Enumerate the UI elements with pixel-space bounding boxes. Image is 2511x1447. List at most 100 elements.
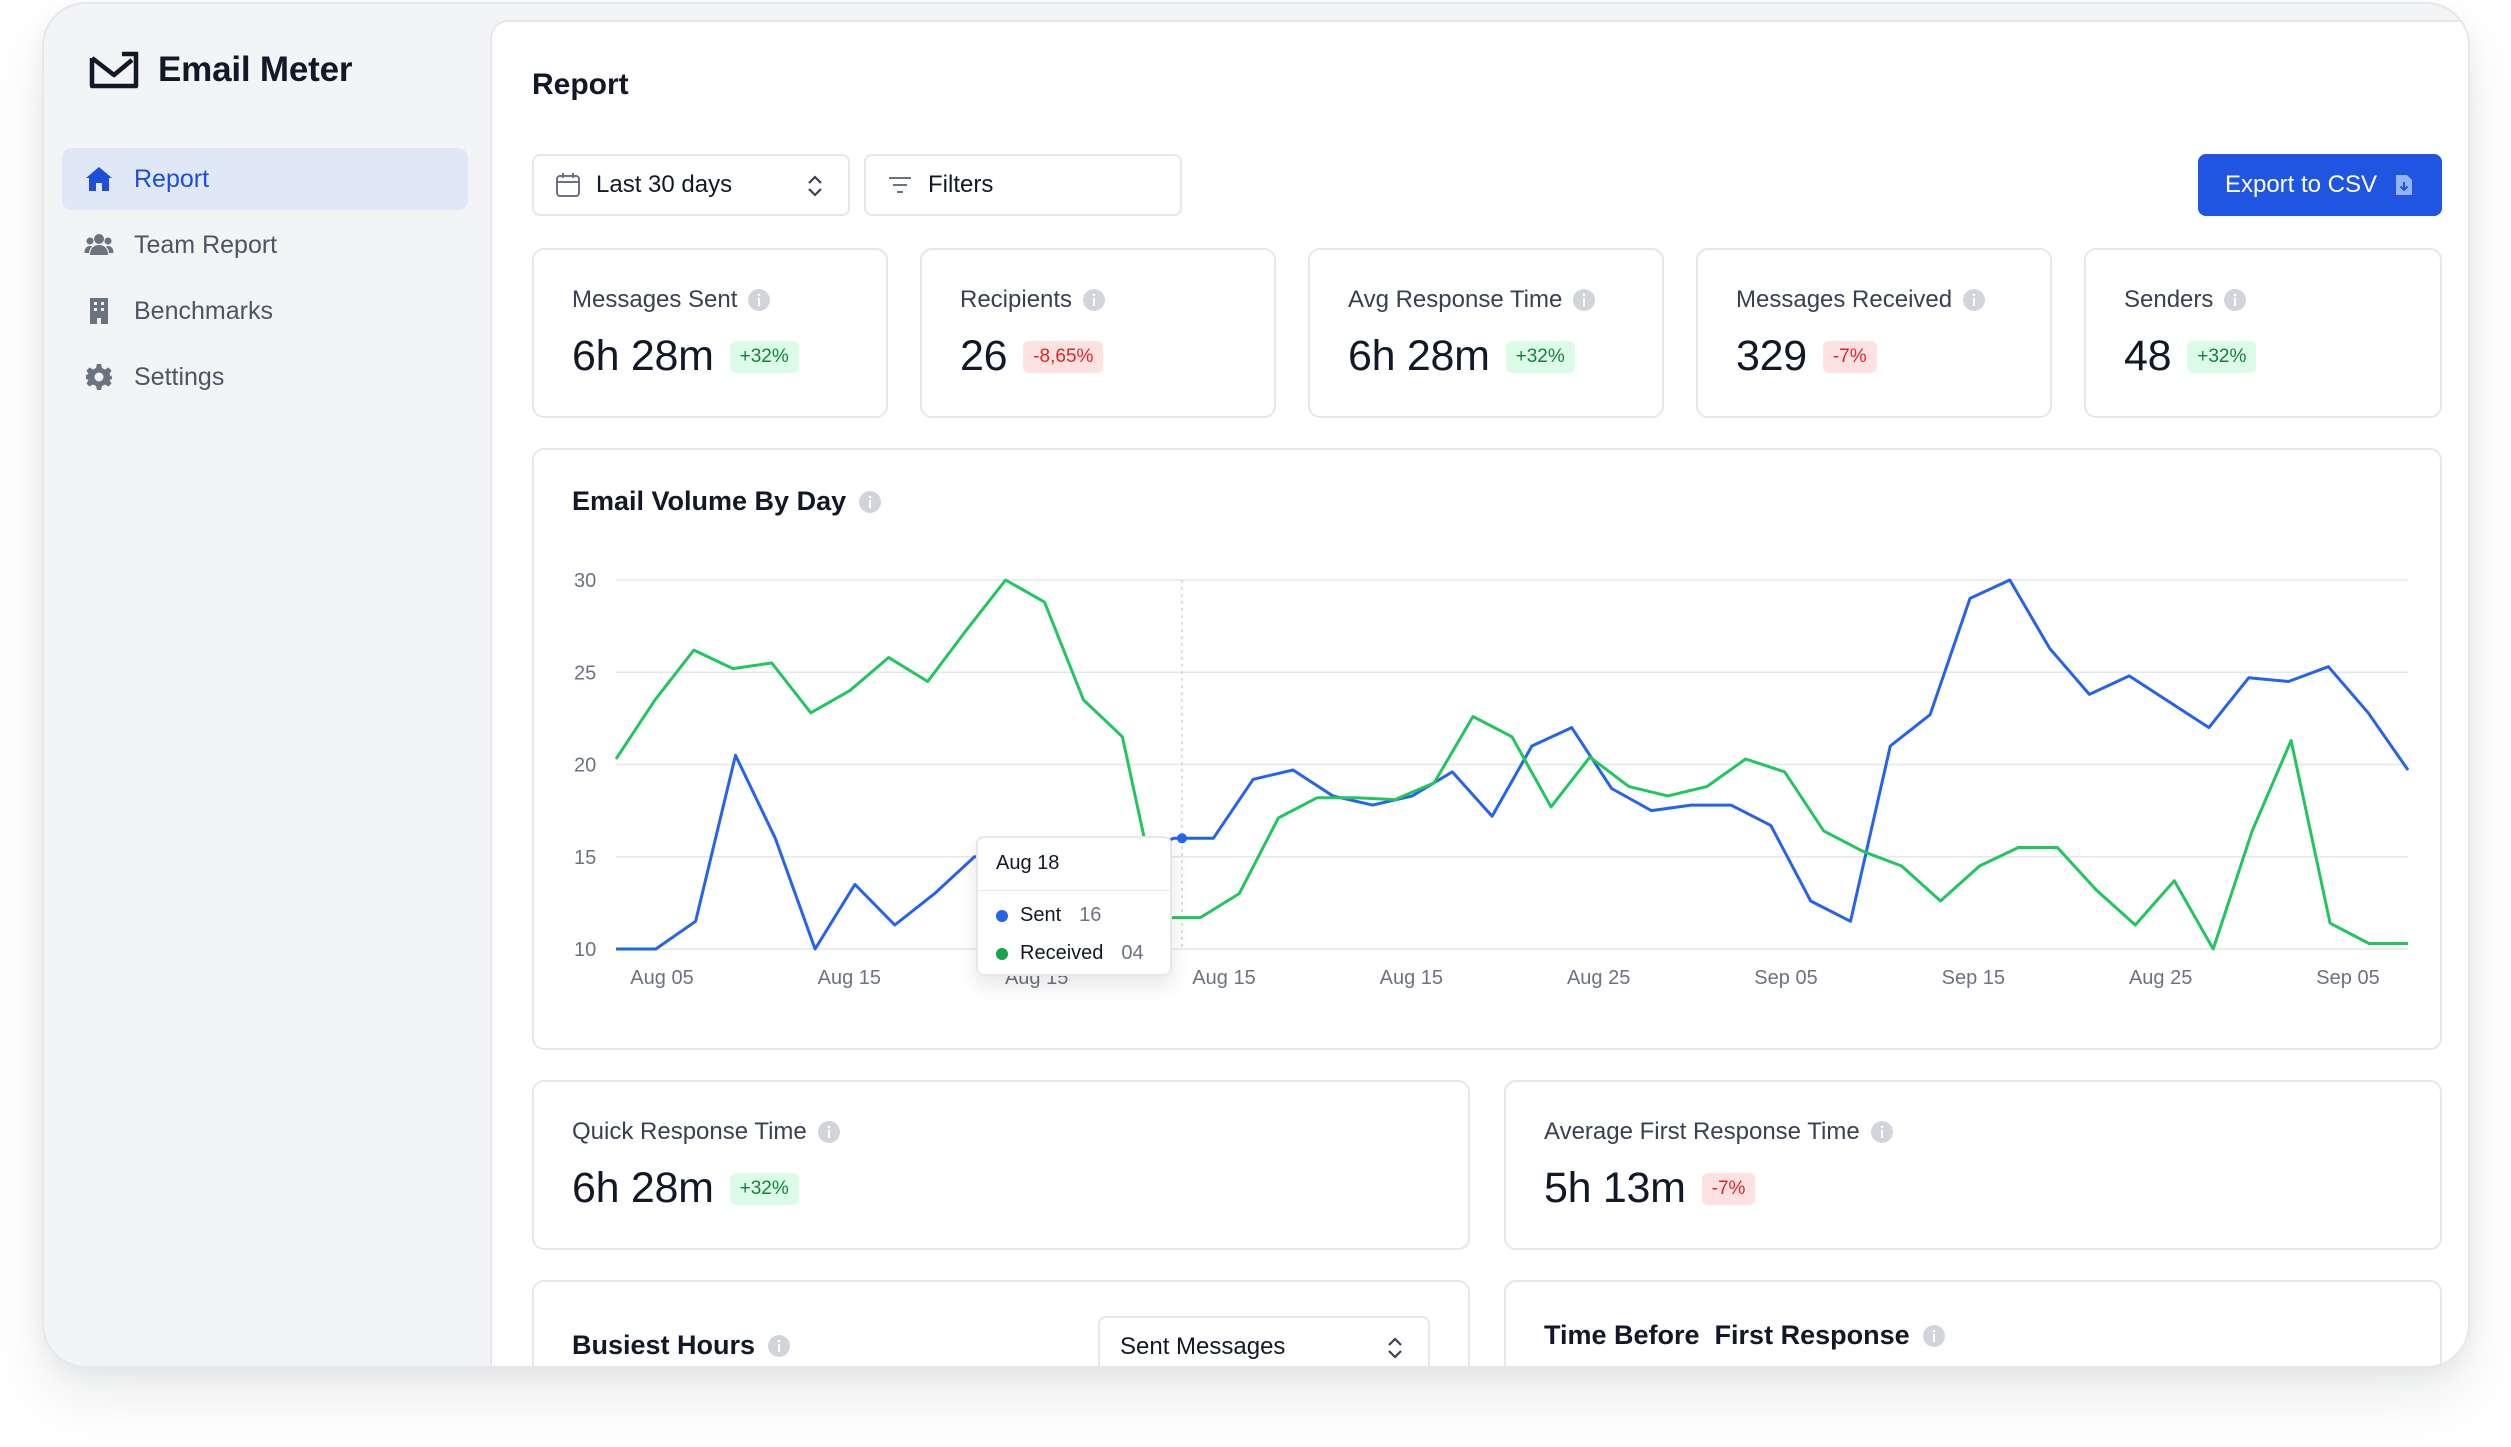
kpi-label: Messages Sent	[572, 286, 738, 313]
sidebar-item-settings[interactable]: Settings	[62, 346, 468, 408]
export-label: Export to CSV	[2224, 171, 2378, 198]
tooltip-sent-row: Sent 16	[996, 904, 1101, 927]
kpi-label: Recipients	[960, 286, 1073, 313]
kpi-label-wrap: Quick Response Time	[572, 1118, 841, 1146]
y-tick-label: 15	[574, 847, 596, 869]
hover-point	[1177, 833, 1187, 844]
change-badge: +32%	[2187, 340, 2257, 373]
kpi-label: Average First Response Time	[1544, 1118, 1860, 1145]
kpi-label-wrap: Messages Received	[1736, 286, 1986, 314]
kpi-avg-response-time: Avg Response Time 6h 28m +32%	[1308, 248, 1664, 418]
kpi-senders: Senders 48 +32%	[2084, 248, 2442, 418]
kpi-label: Messages Received	[1736, 286, 1953, 313]
date-range-value: Last 30 days	[596, 171, 733, 198]
kpi-value-row: 6h 28m +32%	[572, 1164, 799, 1213]
kpi-value: 48	[2124, 332, 2172, 380]
chevron-up-down-icon	[1388, 1337, 1402, 1359]
app-window: Email Meter Report Team Report	[42, 2, 2470, 1368]
info-icon[interactable]	[1572, 288, 1596, 312]
change-badge: -7%	[1701, 1172, 1756, 1205]
message-type-select[interactable]: Sent Messages	[1098, 1316, 1430, 1366]
info-icon[interactable]	[767, 1334, 791, 1358]
filter-icon	[889, 177, 911, 193]
app-name: Email Meter	[158, 50, 353, 89]
sidebar: Email Meter Report Team Report	[44, 4, 490, 1366]
info-icon[interactable]	[1082, 288, 1106, 312]
series-line-received	[614, 578, 2408, 951]
export-csv-button[interactable]: Export to CSV	[2198, 154, 2442, 216]
y-tick-label: 25	[574, 662, 596, 684]
kpi-value: 26	[960, 332, 1008, 380]
x-tick-label: Sep 05	[2316, 967, 2379, 989]
sidebar-item-label: Report	[134, 164, 210, 193]
tooltip-divider	[978, 890, 1170, 891]
date-range-select[interactable]: Last 30 days	[532, 154, 850, 216]
x-tick-label: Aug 15	[818, 967, 881, 989]
info-icon[interactable]	[1962, 288, 1986, 312]
x-tick-label: Aug 15	[1192, 967, 1255, 989]
chart-tooltip: Aug 18 Sent 16 Received 04	[976, 836, 1172, 976]
change-badge: -7%	[1822, 340, 1877, 373]
kpi-label-wrap: Senders	[2124, 286, 2247, 314]
kpi-messages-sent: Messages Sent 6h 28m +32%	[532, 248, 888, 418]
email-volume-card: Email Volume By Day 10 15 20 25 30 Aug 05 Aug …	[532, 448, 2442, 1050]
chart-title: Email Volume By Day	[572, 486, 847, 516]
tooltip-received-label: Received	[1020, 942, 1104, 964]
kpi-value-row: 26 -8,65%	[960, 332, 1104, 381]
change-badge: +32%	[1505, 340, 1575, 373]
info-icon[interactable]	[858, 490, 882, 514]
first-response-card: Average First Response Time 5h 13m -7%	[1504, 1080, 2442, 1250]
kpi-recipients: Recipients 26 -8,65%	[920, 248, 1276, 418]
filters-label: Filters	[928, 171, 994, 198]
kpi-label: Senders	[2124, 286, 2214, 313]
tooltip-sent-label: Sent	[1020, 904, 1062, 926]
x-tick-label: Aug 25	[1567, 967, 1630, 989]
kpi-value: 329	[1736, 332, 1807, 380]
info-icon[interactable]	[2223, 288, 2247, 312]
sidebar-item-label: Settings	[134, 362, 225, 391]
gear-icon	[86, 364, 112, 390]
kpi-value: 6h 28m	[572, 332, 714, 380]
series-line-sent	[616, 578, 2410, 951]
time-before-first-response-card: Time Before First Response	[1504, 1280, 2442, 1366]
tooltip-received-value: 04	[1121, 942, 1144, 964]
kpi-value: 6h 28m	[1348, 332, 1490, 380]
change-badge: +32%	[729, 340, 799, 373]
info-icon[interactable]	[1870, 1120, 1894, 1144]
kpi-value-row: 6h 28m +32%	[1348, 332, 1575, 381]
kpi-label-wrap: Recipients	[960, 286, 1106, 314]
time-before-title: Time Before First Response	[1544, 1320, 1910, 1350]
sidebar-item-benchmarks[interactable]: Benchmarks	[62, 280, 468, 342]
info-icon[interactable]	[747, 288, 771, 312]
x-tick-label: Aug 15	[1380, 967, 1443, 989]
kpi-value-row: 5h 13m -7%	[1544, 1164, 1756, 1213]
sidebar-item-label: Team Report	[134, 230, 278, 259]
users-icon	[84, 234, 114, 255]
chevron-up-down-icon	[808, 175, 822, 197]
brand[interactable]: Email Meter	[88, 48, 352, 92]
y-tick-label: 20	[574, 755, 596, 777]
tooltip-received-row: Received 04	[996, 942, 1144, 965]
sidebar-item-report[interactable]: Report	[62, 148, 468, 210]
received-legend-dot	[996, 947, 1008, 960]
x-tick-label: Aug 25	[2129, 967, 2192, 989]
home-icon	[86, 167, 112, 191]
sidebar-item-team-report[interactable]: Team Report	[62, 214, 468, 276]
file-download-icon	[2396, 175, 2413, 195]
info-icon[interactable]	[817, 1120, 841, 1144]
y-tick-label: 10	[574, 939, 596, 961]
filters-button[interactable]: Filters	[864, 154, 1182, 216]
kpi-label: Quick Response Time	[572, 1118, 807, 1145]
page-title: Report	[532, 68, 629, 101]
chart-title-wrap: Email Volume By Day	[572, 486, 882, 517]
quick-response-card: Quick Response Time 6h 28m +32%	[532, 1080, 1470, 1250]
building-icon	[90, 298, 108, 324]
busiest-hours-card: Busiest Hours Sent Messages	[532, 1280, 1470, 1366]
busiest-hours-title: Busiest Hours	[572, 1330, 756, 1360]
info-icon[interactable]	[1922, 1324, 1946, 1348]
x-tick-label: Sep 05	[1754, 967, 1817, 989]
change-badge: -8,65%	[1023, 340, 1104, 373]
kpi-label-wrap: Messages Sent	[572, 286, 771, 314]
change-badge: +32%	[729, 1172, 799, 1205]
